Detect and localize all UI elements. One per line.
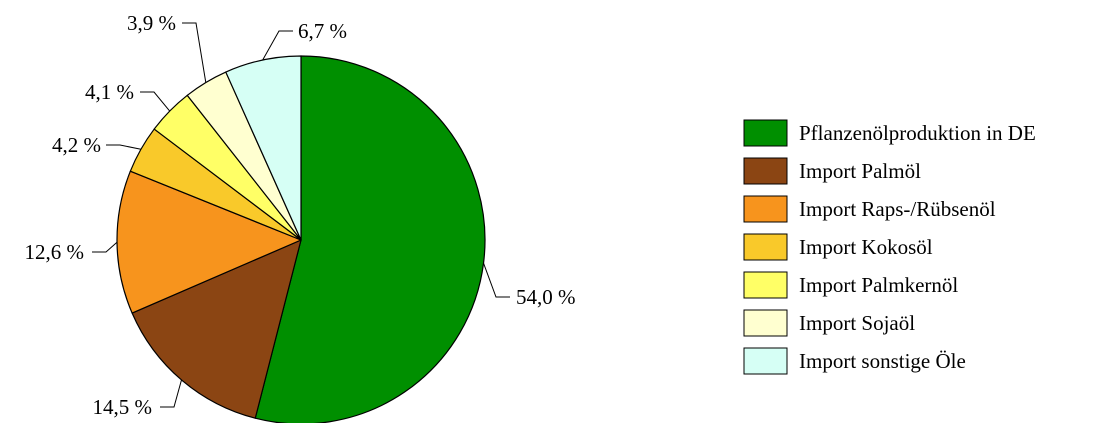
pie-slices — [116, 55, 486, 423]
legend-swatch — [743, 309, 788, 337]
leader-line — [140, 91, 171, 112]
legend-label: Import Raps-/Rübsenöl — [799, 197, 996, 221]
slice-value-label: 6,7 % — [298, 19, 347, 43]
slice-value-label: 4,2 % — [52, 133, 101, 157]
pie-slice — [131, 239, 302, 419]
pie-slice — [225, 55, 302, 241]
pie-value-labels: 54,0 % 14,5 % 12,6 % 4,2 % 4,1 % 3,9 % 6,7 % — [25, 11, 576, 419]
slice-value-label: 54,0 % — [516, 285, 576, 309]
slice-value-label: 14,5 % — [93, 395, 153, 419]
leader-line — [92, 241, 118, 253]
legend-label: Import sonstige Öle — [799, 349, 966, 373]
legend-label: Import Sojaöl — [799, 311, 915, 335]
legend: Pflanzenölproduktion in DE Import Palmöl I… — [743, 119, 1036, 375]
legend-swatch — [743, 195, 788, 223]
legend-swatch — [743, 157, 788, 185]
slice-value-label: 3,9 % — [127, 11, 176, 35]
leader-line — [160, 379, 182, 408]
pie-slice — [116, 170, 302, 314]
leader-line — [182, 22, 207, 83]
leader-line — [483, 262, 510, 298]
leader-line — [106, 144, 142, 150]
pie-slice — [254, 55, 486, 423]
legend-swatch — [743, 271, 788, 299]
legend-swatch — [743, 233, 788, 261]
legend-label: Import Palmöl — [799, 159, 921, 183]
legend-label: Import Kokosöl — [799, 235, 933, 259]
legend-label: Import Palmkernöl — [799, 273, 958, 297]
leader-line — [262, 30, 293, 61]
legend-swatch — [743, 347, 788, 375]
slice-value-label: 4,1 % — [85, 80, 134, 104]
slice-value-label: 12,6 % — [25, 240, 85, 264]
legend-label: Pflanzenölproduktion in DE — [799, 121, 1036, 145]
legend-swatch — [743, 119, 788, 147]
pie-leader-lines — [92, 22, 510, 408]
